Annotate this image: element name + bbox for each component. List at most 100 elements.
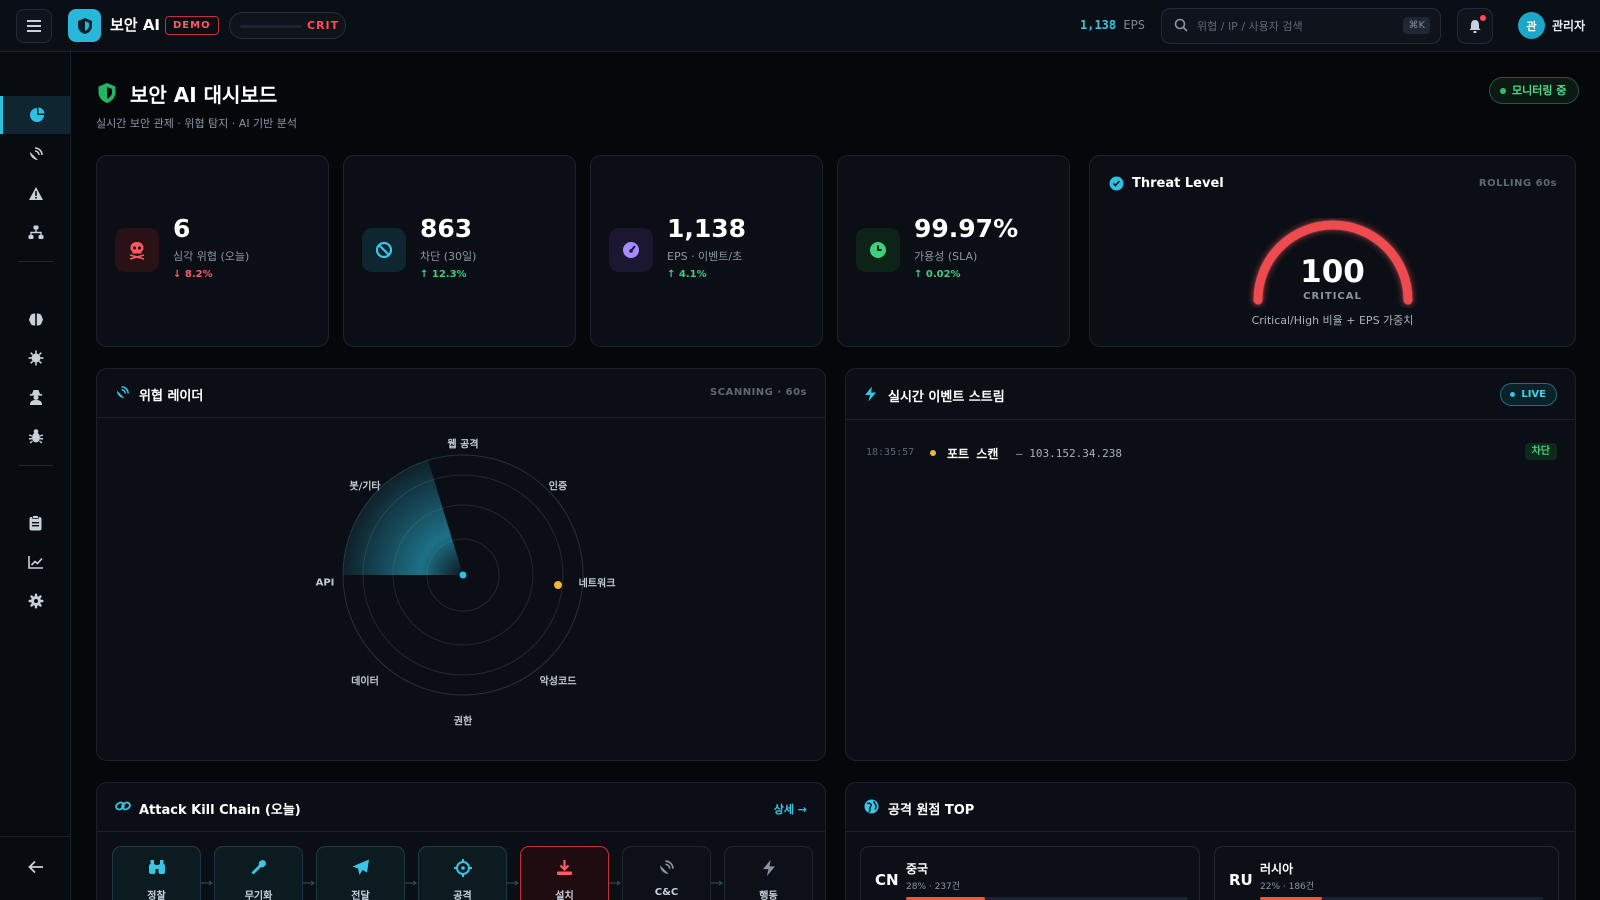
block-icon: [375, 241, 393, 259]
sidebar-item-reports[interactable]: [0, 504, 71, 542]
stat-icon-box: [609, 228, 653, 272]
page-title: 보안 AI 대시보드: [130, 83, 278, 107]
stat-card-availability[interactable]: 99.97% 가용성 (SLA) ↑ 0.02%: [837, 155, 1070, 347]
sidebar-item-radar[interactable]: [0, 135, 71, 173]
bolt-icon: [865, 386, 876, 402]
threat-crit-pill[interactable]: CRIT: [229, 12, 346, 39]
origin-bar-fill: [906, 897, 985, 900]
pie-chart-icon: [30, 107, 45, 122]
threat-level-title: Threat Level: [1132, 176, 1224, 191]
threat-info-icon: [1109, 176, 1124, 191]
sidebar-item-ai[interactable]: [0, 300, 71, 338]
sidebar-item-virus[interactable]: [0, 339, 71, 377]
notification-dot: [1480, 15, 1486, 21]
panel-header: Attack Kill Chain (오늘) 상세 →: [97, 783, 825, 832]
globe-icon: [864, 799, 879, 814]
sidebar-item-bugs[interactable]: [0, 417, 71, 455]
event-severity-dot: [930, 450, 936, 456]
kill-chain-step-exploit[interactable]: 공격: [418, 846, 507, 900]
sidebar: [0, 52, 71, 900]
gauge-fill: [1253, 220, 1413, 305]
monitoring-status-badge: 모니터링 중: [1489, 77, 1580, 104]
clock-icon: [870, 242, 886, 258]
radar-label-api: API: [315, 577, 335, 589]
virus-icon: [28, 350, 43, 366]
kill-chain-step-install[interactable]: 설치: [520, 846, 609, 900]
stat-card-eps[interactable]: 1,138 EPS · 이벤트/초 ↑ 4.1%: [590, 155, 823, 347]
user-secret-icon: [29, 390, 42, 405]
stat-value: 863: [420, 214, 473, 243]
panel-title: 공격 원점 TOP: [888, 803, 975, 818]
satellite-dish-icon: [29, 147, 43, 160]
stat-delta: ↑ 4.1%: [667, 269, 707, 280]
brand-name: 보안 AI: [110, 16, 161, 34]
avatar[interactable]: 관: [1518, 12, 1545, 39]
wrench-icon: [251, 860, 266, 875]
event-time: 18:35:57: [866, 447, 915, 458]
sidebar-item-network[interactable]: [0, 213, 71, 251]
sidebar-item-dashboard[interactable]: [0, 96, 71, 134]
gear-icon: [28, 593, 43, 609]
stat-label: EPS · 이벤트/초: [667, 250, 743, 263]
shield-check-icon: [98, 83, 116, 103]
kill-chain-step-actions[interactable]: 행동: [724, 846, 813, 900]
kill-chain-detail-link[interactable]: 상세 →: [773, 803, 807, 816]
kill-chain-step-label: 정찰: [147, 891, 166, 900]
kill-chain-step-weaponize[interactable]: 무기화: [214, 846, 303, 900]
chevron-right-icon: [201, 880, 213, 886]
demo-badge: DEMO: [165, 16, 219, 35]
stat-label: 차단 (30일): [420, 250, 477, 263]
sidebar-item-alerts[interactable]: [0, 174, 71, 212]
origin-bar: [1260, 897, 1543, 900]
stat-card-critical-threats[interactable]: 6 심각 위협 (오늘) ↓ 8.2%: [96, 155, 329, 347]
sidebar-footer-divider: [0, 836, 71, 837]
live-badge[interactable]: LIVE: [1500, 383, 1557, 406]
origin-country-name: 중국: [906, 862, 929, 876]
radar-status: SCANNING · 60s: [710, 387, 807, 398]
collapse-sidebar-button[interactable]: [0, 848, 71, 886]
eps-unit: EPS: [1123, 18, 1146, 32]
radar-sweep: [342, 460, 463, 575]
menu-button[interactable]: [16, 9, 52, 43]
panel-title: 실시간 이벤트 스트림: [888, 390, 1005, 405]
radar-label-data: 데이터: [351, 676, 379, 688]
kill-chain-step-label: 행동: [759, 891, 778, 900]
search-box[interactable]: ⌘K: [1161, 8, 1441, 44]
origin-share: 22% · 186건: [1260, 882, 1315, 892]
event-type: 포트 스캔: [947, 447, 999, 461]
sidebar-item-analytics[interactable]: [0, 543, 71, 581]
attack-origins-panel: 공격 원점 TOP CN 중국 28% · 237건 RU 러시아 22% · …: [845, 782, 1576, 900]
threat-level-window: ROLLING 60s: [1478, 178, 1557, 189]
stat-card-blocked[interactable]: 863 차단 (30일) ↑ 12.3%: [343, 155, 576, 347]
warning-triangle-icon: [28, 186, 43, 200]
threat-radar-panel: 위협 레이더 SCANNING · 60s 웹 공격 인증 네트워크 악성코드 …: [96, 368, 826, 761]
clipboard-icon: [29, 515, 42, 531]
event-row[interactable]: 18:35:57 포트 스캔 — 103.152.34.238 차단: [846, 421, 1575, 481]
chevron-right-icon: [711, 880, 723, 886]
event-source-ip: — 103.152.34.238: [1016, 447, 1122, 460]
logo[interactable]: [68, 9, 101, 42]
crosshair-icon: [453, 859, 472, 877]
user-name[interactable]: 관리자: [1552, 19, 1586, 33]
origin-item[interactable]: RU 러시아 22% · 186건: [1214, 846, 1559, 900]
stat-icon-box: [856, 228, 900, 272]
stat-delta: ↑ 0.02%: [914, 269, 961, 280]
stat-label: 심각 위협 (오늘): [173, 250, 250, 263]
panel-title: Attack Kill Chain (오늘): [139, 803, 301, 818]
kill-chain-step-delivery[interactable]: 전달: [316, 846, 405, 900]
bug-icon: [28, 429, 43, 444]
radar-blip: [554, 581, 562, 589]
panel-header: 실시간 이벤트 스트림 LIVE: [846, 369, 1575, 420]
kill-chain-step-c2[interactable]: C&C: [622, 846, 711, 900]
origin-item[interactable]: CN 중국 28% · 237건: [860, 846, 1200, 900]
skull-icon: [129, 242, 145, 260]
chevron-right-icon: [405, 880, 417, 886]
kill-chain-step-recon[interactable]: 정찰: [112, 846, 201, 900]
stat-icon-box: [362, 228, 406, 272]
sidebar-item-spy[interactable]: [0, 378, 71, 416]
event-action-badge: 차단: [1524, 443, 1557, 460]
sidebar-item-settings[interactable]: [0, 582, 71, 620]
notifications-button[interactable]: [1457, 8, 1493, 44]
search-input[interactable]: [1197, 17, 1387, 35]
origin-country-code: RU: [1229, 871, 1253, 889]
